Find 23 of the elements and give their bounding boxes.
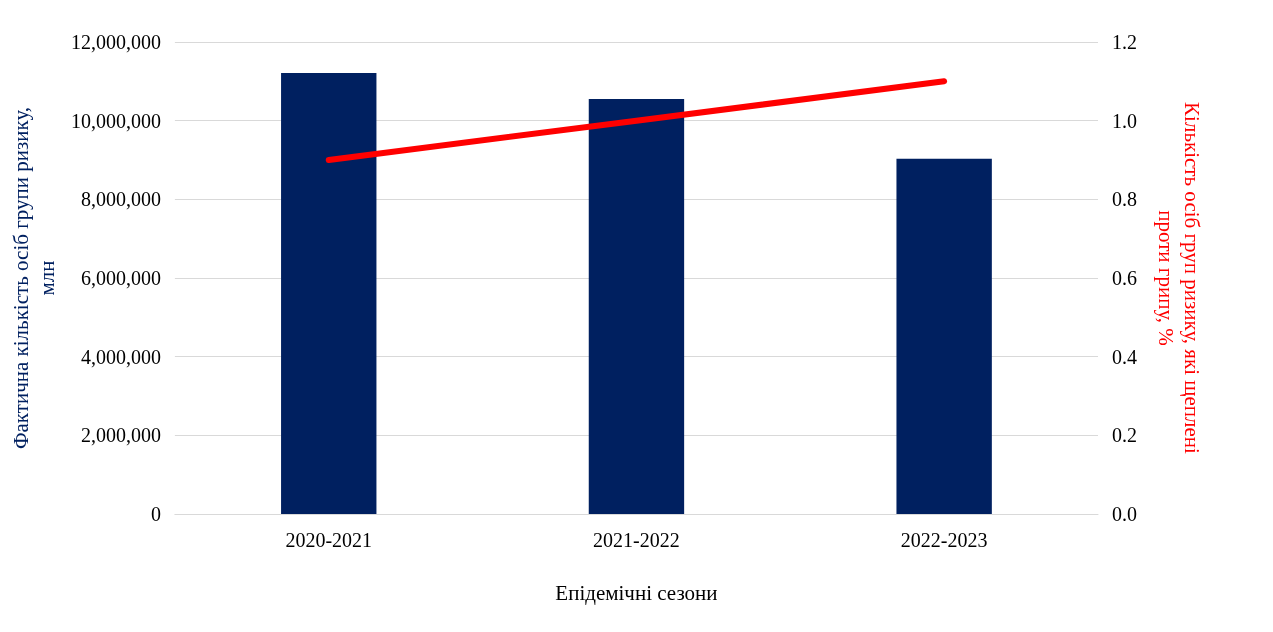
y2-tick-label: 0.0 (1112, 503, 1137, 525)
y2-tick-label: 1.0 (1112, 109, 1137, 132)
y-tick-label: 4,000,000 (80, 345, 161, 368)
y2-tick-label: 0.2 (1112, 424, 1137, 447)
y2-tick-label: 1.2 (1112, 31, 1137, 53)
y-tick-label: 8,000,000 (80, 188, 161, 211)
y-tick-label: 0 (150, 503, 161, 525)
y-axis-title: Фактична кількість осіб групи ризику, млн (9, 106, 59, 450)
y-tick-label: 2,000,000 (80, 424, 161, 447)
bar (281, 73, 377, 514)
x-axis-title: Епідемічні сезони (555, 580, 718, 605)
x-tick-label: 2020-2021 (285, 529, 373, 551)
y2-tick-label: 0.6 (1112, 267, 1137, 289)
bar (896, 158, 992, 514)
y-tick-label: 10,000,000 (70, 109, 161, 132)
y2-axis-title: Кількість осіб груп ризику, які щеплені проти грипу, % (1154, 102, 1204, 455)
y-tick-label: 6,000,000 (80, 267, 161, 289)
y2-tick-label: 0.4 (1112, 345, 1137, 368)
bar (588, 99, 685, 514)
x-tick-label: 2022-2023 (900, 529, 988, 551)
x-tick-label: 2021-2022 (593, 529, 680, 551)
y2-tick-label: 0.8 (1112, 188, 1137, 211)
y-tick-label: 12,000,000 (70, 31, 161, 53)
